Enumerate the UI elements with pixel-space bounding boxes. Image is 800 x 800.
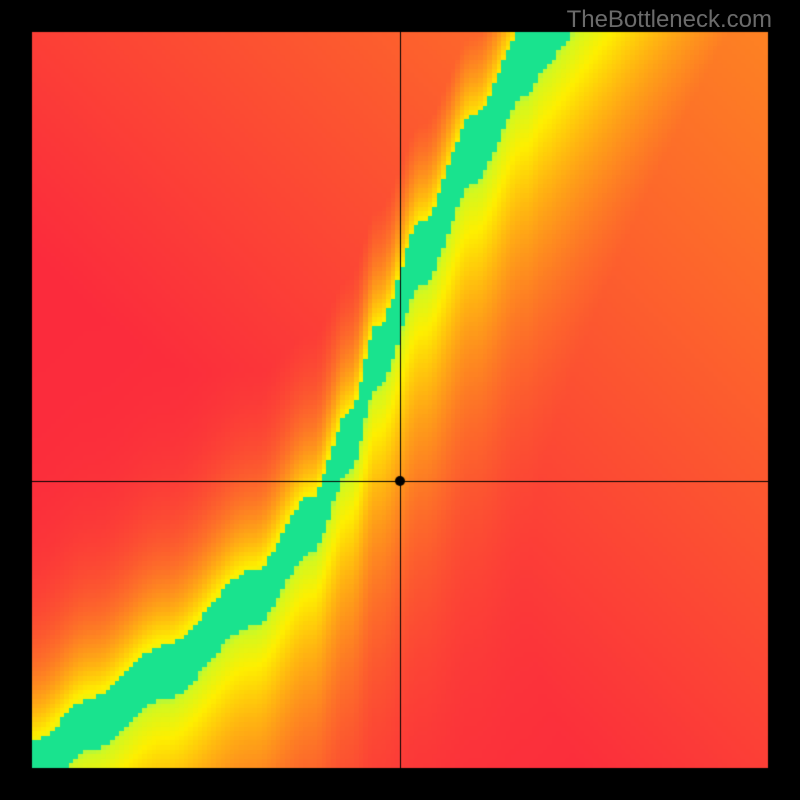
chart-container: TheBottleneck.com xyxy=(0,0,800,800)
watermark-text: TheBottleneck.com xyxy=(567,6,772,34)
bottleneck-heatmap-canvas xyxy=(0,0,800,800)
